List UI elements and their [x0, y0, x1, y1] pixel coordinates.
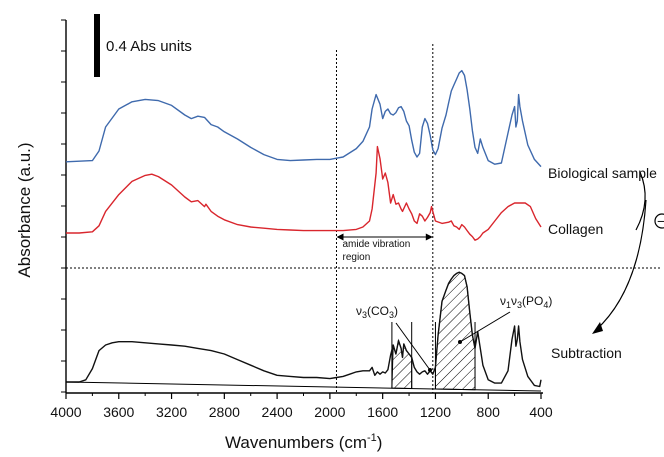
amide-arrow-left-head — [336, 233, 344, 241]
x-tick-label: 400 — [529, 404, 553, 420]
y-tick-marks — [61, 19, 66, 393]
co3-leader-dot — [428, 368, 432, 372]
series-label-biological-sample: Biological sample — [548, 165, 657, 181]
x-tick-label: 2800 — [209, 404, 240, 420]
series-biological-sample — [65, 69, 542, 168]
co3-band-label: ν3(CO3) — [356, 304, 398, 320]
subtraction-baseline — [65, 381, 542, 392]
x-tick-label: 2400 — [262, 404, 293, 420]
amide-region-label-line1: amide vibration — [342, 239, 410, 250]
po4-leader-dot — [458, 340, 462, 344]
series-label-subtraction: Subtraction — [551, 345, 622, 361]
x-tick-marks — [65, 393, 542, 399]
x-tick-label: 1600 — [367, 404, 398, 420]
series-subtraction — [66, 271, 542, 388]
series-collagen — [66, 145, 542, 241]
x-tick-label: 800 — [477, 404, 501, 420]
subtraction-arrow — [595, 199, 647, 331]
po4-integration-area — [434, 271, 476, 391]
scale-bar-label: 0.4 Abs units — [106, 38, 192, 55]
x-tick-label: 3600 — [103, 404, 134, 420]
series-layer — [65, 69, 542, 392]
subtraction-brace — [635, 171, 646, 231]
x-tick-label: 4000 — [50, 404, 81, 420]
amide-arrow-right-head — [425, 233, 433, 241]
amide-region-label-line2: region — [342, 252, 370, 263]
co3-label-leader — [395, 322, 431, 371]
po4-label-leader — [459, 311, 511, 343]
subtraction-operator-symbol: − — [657, 213, 664, 229]
x-tick-label: 3200 — [156, 404, 187, 420]
x-axis-title: Wavenumbers (cm-1) — [225, 432, 382, 452]
x-tick-label: 2000 — [314, 404, 345, 420]
series-label-collagen: Collagen — [548, 221, 603, 237]
x-tick-labels: 4000 3600 3200 2800 2400 2000 1600 1200 800 400 — [50, 404, 552, 420]
subtraction-arrow-head — [592, 322, 603, 334]
co3-integration-area — [391, 338, 413, 390]
subtraction-operator-circle — [654, 213, 664, 229]
scale-bar — [94, 14, 100, 77]
x-tick-label: 1200 — [420, 404, 451, 420]
y-axis-title: Absorbance (a.u.) — [15, 142, 34, 277]
po4-band-label: ν1ν3(PO4) — [500, 294, 552, 310]
